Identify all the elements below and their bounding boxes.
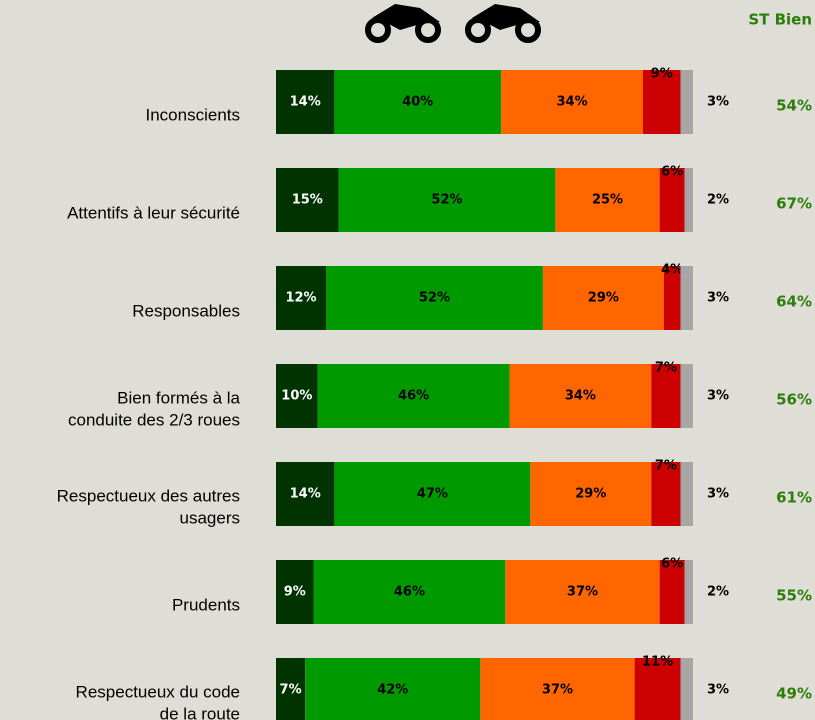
segment-label: 47% [417,487,448,502]
segment-label: 7% [280,683,302,698]
segment-label: 12% [285,291,316,306]
bar-segment [480,658,635,720]
bar-segment [276,462,335,526]
bar-segment [276,658,306,720]
bar-segment [505,560,660,624]
bar-segment [276,364,318,428]
segment-label: 37% [567,585,598,600]
bar-segment [276,266,327,330]
segment-label: 42% [377,683,408,698]
bar-segment [680,658,693,720]
summary-value: 56% [776,391,812,409]
summary-value: 67% [776,195,812,213]
segment-label: 6% [661,165,683,180]
category-label: Bien formés à la [117,388,240,407]
segment-label: 2% [707,585,729,600]
segment-label: 4% [661,263,683,278]
segment-label: 52% [431,193,462,208]
segment-label: 46% [398,389,429,404]
bar-segment [530,462,652,526]
segment-label: 10% [281,389,312,404]
segment-label: 37% [542,683,573,698]
bar-segment [659,560,685,624]
segment-label: 29% [588,291,619,306]
segment-label: 14% [290,487,321,502]
segment-label: 29% [575,487,606,502]
summary-title: ST Bien [748,11,812,29]
segment-label: 15% [292,193,323,208]
category-label: conduite des 2/3 roues [68,410,240,429]
bar-segment [680,462,693,526]
bar-segment [334,70,502,134]
segment-label: 7% [655,459,677,474]
bar-segment [680,70,693,134]
segment-label: 25% [592,193,623,208]
bar-segment [684,560,693,624]
bar-segment [276,560,314,624]
segment-label: 6% [661,557,683,572]
segment-label: 11% [642,655,673,670]
segment-label: 34% [557,95,588,110]
bar-segment [501,70,643,134]
bar-segment [651,364,681,428]
category-label: Respectueux des autres [57,486,240,505]
bar-segment [680,364,693,428]
segment-label: 3% [707,487,729,502]
bar-segment [338,168,556,232]
segment-label: 52% [419,291,450,306]
bar-segment [634,658,681,720]
bar-segment [555,168,660,232]
category-label: Responsables [132,301,240,320]
bar-segment [276,168,339,232]
category-label: usagers [180,508,240,527]
segment-label: 40% [402,95,433,110]
bar-segment [305,658,481,720]
bar-segment [684,168,693,232]
bar-segment [663,266,681,330]
category-label: de la route [160,704,240,720]
segment-label: 3% [707,291,729,306]
segment-label: 3% [707,389,729,404]
bar-segment [642,70,681,134]
segment-label: 34% [565,389,596,404]
bar-segment [680,266,693,330]
bar-segment [651,462,681,526]
segment-label: 9% [284,585,306,600]
segment-label: 7% [655,361,677,376]
summary-value: 54% [776,97,812,115]
summary-value: 49% [776,685,812,703]
segment-label: 9% [651,67,673,82]
summary-value: 61% [776,489,812,507]
category-label: Inconscients [146,105,241,124]
summary-value: 55% [776,587,812,605]
category-label: Prudents [172,595,240,614]
segment-label: 3% [707,95,729,110]
motorcycle-icons [365,4,541,43]
bar-segment [313,560,506,624]
bar-segment [542,266,664,330]
bar-segment [276,70,335,134]
bar-segment [509,364,652,428]
segment-label: 2% [707,193,729,208]
summary-value: 64% [776,293,812,311]
bar-segment [326,266,543,330]
segment-label: 3% [707,683,729,698]
category-label: Attentifs à leur sécurité [67,203,240,222]
bar-segment [317,364,510,428]
bar-segment [659,168,685,232]
segment-label: 46% [394,585,425,600]
bar-segment [334,462,531,526]
category-label: Respectueux du code [76,682,240,701]
segment-label: 14% [290,95,321,110]
